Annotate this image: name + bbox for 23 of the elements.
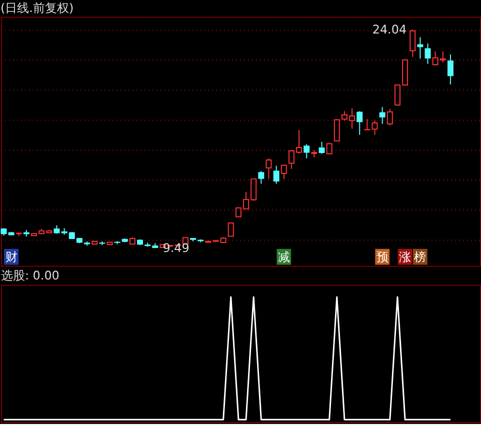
annotation: 预	[376, 250, 388, 264]
candlestick	[386, 108, 393, 126]
annotation: 涨	[399, 250, 412, 264]
candlestick	[273, 165, 280, 184]
candlestick	[447, 54, 454, 85]
annotation: 24.04	[372, 22, 407, 37]
chart-title: 选股: 0.00	[0, 268, 60, 283]
chart-title: (日线.前复权)	[0, 0, 74, 15]
annotation: 财	[5, 250, 18, 264]
candlestick	[304, 144, 310, 159]
candlestick	[410, 29, 416, 58]
candlestick	[356, 110, 363, 136]
annotation: 减	[278, 250, 290, 264]
candlestick	[258, 170, 264, 184]
candlestick	[417, 36, 424, 60]
candlestick	[424, 43, 431, 64]
annotation: 榜	[414, 250, 426, 264]
candlestick	[280, 164, 287, 180]
candlestick	[266, 158, 272, 180]
candlestick	[318, 141, 325, 154]
candlestick	[379, 106, 386, 124]
annotation: 9.49	[162, 240, 190, 255]
candlestick	[372, 120, 378, 136]
